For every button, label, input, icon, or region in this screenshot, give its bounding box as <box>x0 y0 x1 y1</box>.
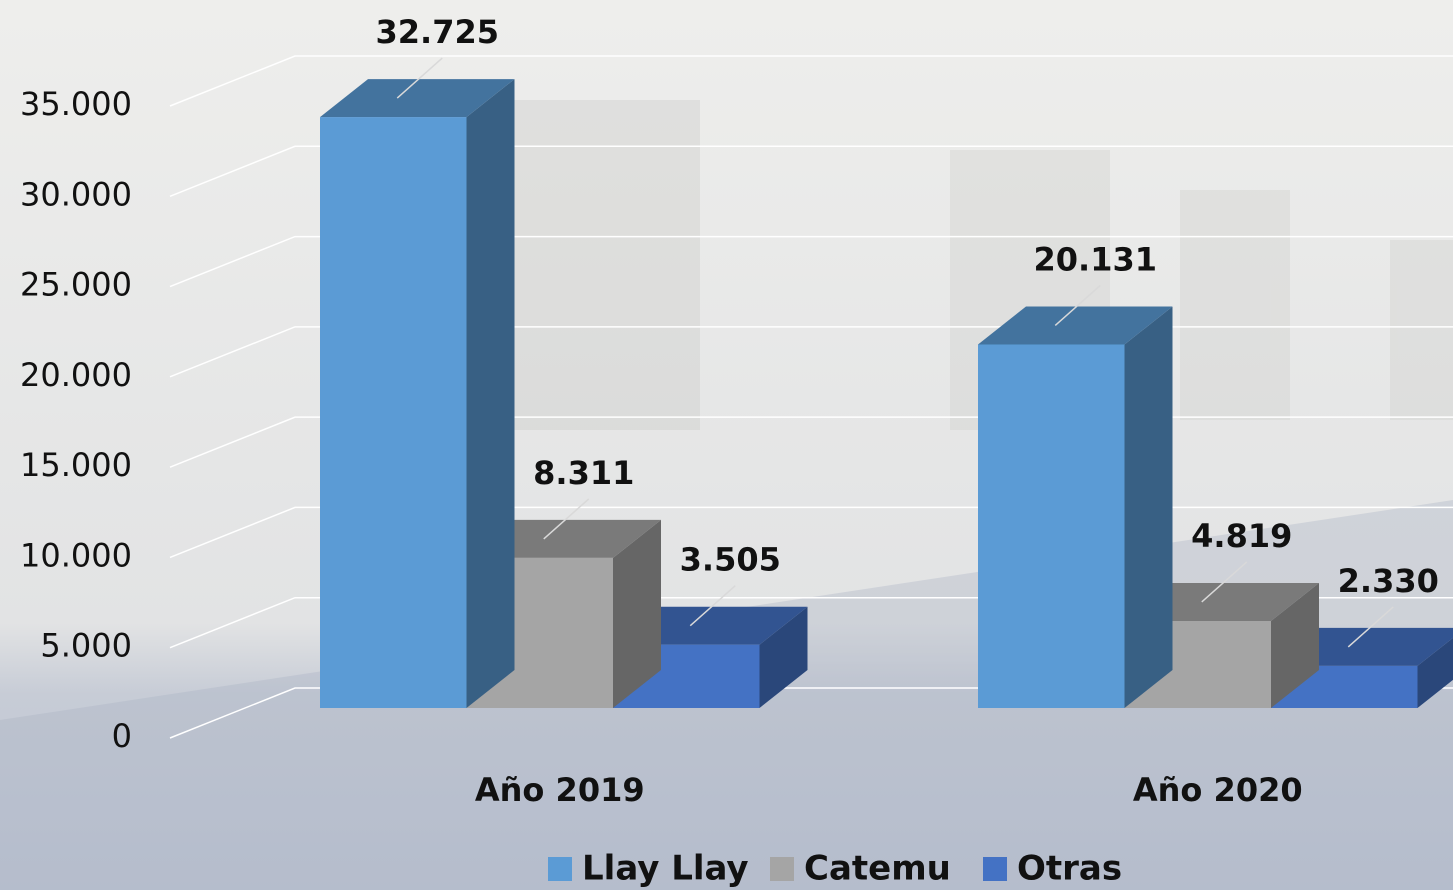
y-tick-label: 20.000 <box>20 356 132 394</box>
y-tick-label: 5.000 <box>40 627 132 665</box>
bar-top <box>1124 582 1319 621</box>
leader-line <box>543 498 590 540</box>
legend-swatch <box>770 857 794 881</box>
value-label: 32.725 <box>376 13 499 51</box>
bar-side <box>759 606 808 708</box>
leader-line <box>396 57 443 99</box>
bar-side <box>466 79 515 708</box>
value-label: 4.819 <box>1191 517 1292 555</box>
leader-line <box>1054 284 1101 327</box>
grid-line <box>169 235 1453 288</box>
y-tick-label: 25.000 <box>20 266 132 304</box>
x-tick-label: Año 2020 <box>1133 771 1303 809</box>
leader-line <box>1347 606 1394 648</box>
bar-side <box>1271 582 1319 708</box>
legend-label: Llay Llay <box>582 849 749 889</box>
bar <box>978 344 1125 708</box>
leader-line <box>1201 561 1248 603</box>
legend-label: Otras <box>1017 849 1122 889</box>
y-tick-label: 10.000 <box>20 536 132 574</box>
bar-top <box>613 606 808 645</box>
bar <box>320 117 467 708</box>
bar-side <box>613 519 661 708</box>
legend-swatch <box>983 857 1007 881</box>
grid-line <box>169 55 1453 107</box>
y-tick-label: 15.000 <box>20 446 132 484</box>
value-label: 3.505 <box>680 541 781 579</box>
legend-label: Catemu <box>804 849 951 889</box>
value-label: 20.131 <box>1034 240 1157 278</box>
legend-swatch <box>548 857 572 881</box>
y-tick-label: 30.000 <box>20 175 132 213</box>
bar-side <box>1124 306 1173 708</box>
bar-top <box>466 519 661 558</box>
value-label: 8.311 <box>533 454 634 492</box>
leader-line <box>689 585 736 627</box>
y-tick-label: 0 <box>112 717 132 755</box>
bars: 3.505 8.311 32.725 2.330 4.819 20.131 <box>320 13 1453 708</box>
grid-line <box>169 145 1453 197</box>
bar-side <box>1417 637 1453 708</box>
value-label: 2.330 <box>1338 562 1439 600</box>
x-tick-label: Año 2019 <box>475 771 645 809</box>
bar-top <box>978 306 1173 345</box>
bar-top <box>320 79 515 118</box>
y-tick-label: 35.000 <box>20 85 132 123</box>
